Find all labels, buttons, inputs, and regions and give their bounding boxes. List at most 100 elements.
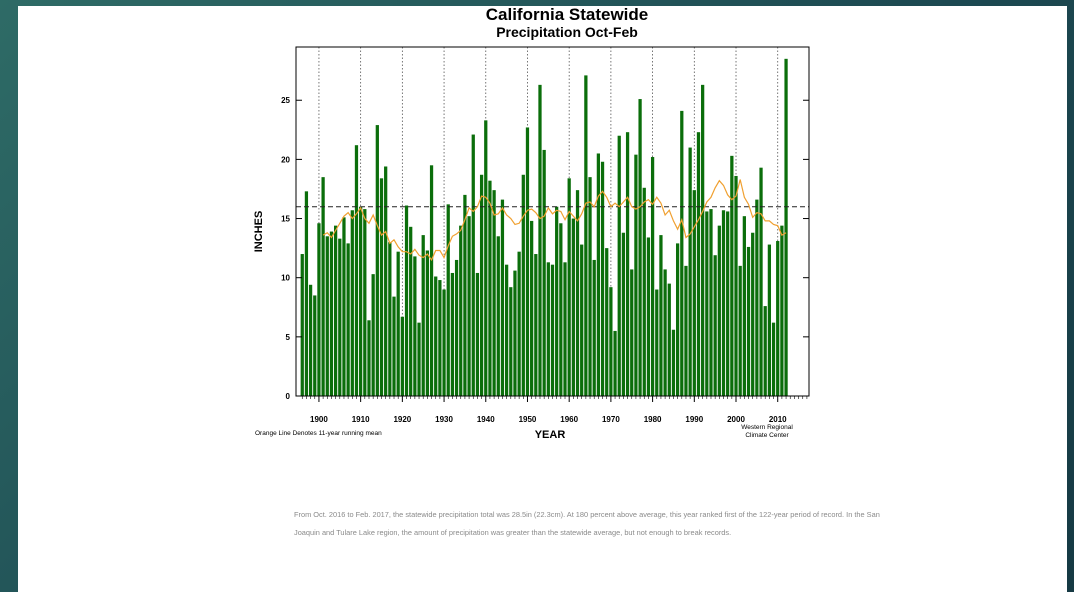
bar-1984 [667,283,671,396]
bar-1928 [434,276,438,396]
bar-1983 [663,269,667,396]
bar-2008 [767,244,772,396]
x-tick-label-2010: 2010 [769,415,787,424]
bar-1934 [459,225,463,396]
chart-title: California Statewide [486,6,648,24]
bar-1951 [530,220,534,396]
bar-2009 [771,322,776,396]
bar-1992 [701,84,705,396]
y-tick-label-5: 5 [286,333,291,342]
bar-1926 [425,250,430,396]
bar-1975 [630,269,634,396]
y-tick-label-20: 20 [281,155,290,164]
bar-1986 [675,243,680,396]
bar-1950 [525,127,530,397]
bar-2002 [742,216,746,396]
bar-2003 [746,246,751,396]
content-panel: California Statewide Precipitation Oct-F… [18,6,1067,592]
bar-1968 [600,161,605,396]
x-axis-label: YEAR [535,429,566,441]
credit-line-1: Western Regional [741,424,793,431]
bar-1913 [371,274,375,396]
running-mean-line [322,179,787,262]
x-tick-label-1960: 1960 [560,415,578,424]
bar-1982 [659,235,663,396]
bar-1935 [463,194,467,396]
bar-1922 [409,226,413,396]
bar-1932 [450,272,455,396]
bar-1897 [304,191,309,396]
y-tick-label-15: 15 [281,215,290,224]
bar-2012 [784,58,788,397]
chart-subtitle: Precipitation Oct-Feb [496,24,638,40]
bar-1936 [467,216,471,396]
x-tick-label-1950: 1950 [519,415,537,424]
bar-1958 [559,223,563,396]
bar-1925 [421,235,425,396]
bar-1901 [321,177,325,396]
bar-1955 [546,262,550,396]
bar-1912 [367,320,371,396]
bar-1902 [325,236,329,396]
bar-1977 [638,99,642,397]
y-axis-label: INCHES [253,211,265,253]
y-tick-label-25: 25 [281,96,290,105]
bar-1976 [634,154,638,396]
bar-1923 [413,256,417,396]
bar-1953 [538,84,542,396]
bar-1954 [542,149,546,396]
bar-1964 [584,75,588,396]
bar-1969 [605,248,609,396]
bar-1974 [625,132,630,396]
bar-1991 [696,132,701,396]
bar-1898 [308,284,313,396]
bar-1959 [563,262,567,396]
bar-1962 [575,190,580,396]
bar-1919 [396,251,400,396]
bar-1988 [684,265,688,396]
bar-1998 [726,211,730,396]
bar-1910 [359,206,363,396]
bar-1993 [705,211,709,396]
bar-2004 [751,232,755,396]
bar-2011 [780,225,784,396]
bar-1978 [642,187,646,396]
bar-1996 [717,225,721,396]
bar-1920 [400,316,404,396]
bar-1952 [534,254,538,396]
x-tick-label-1940: 1940 [477,415,495,424]
bar-1990 [692,190,696,396]
bar-1967 [596,153,601,396]
bar-1947 [513,270,517,396]
x-tick-label-1970: 1970 [602,415,620,424]
bar-1941 [488,180,492,396]
bar-2010 [776,241,780,396]
bar-1963 [580,244,584,396]
bar-1905 [338,238,342,396]
bar-1957 [555,206,559,396]
y-tick-label-10: 10 [281,274,290,283]
bar-1972 [617,135,621,396]
bar-1999 [730,155,734,396]
bar-1899 [313,295,317,396]
bar-1961 [571,218,575,396]
bar-1948 [517,251,521,396]
bar-1960 [567,178,571,396]
bar-1965 [588,177,592,396]
bar-1997 [721,210,726,396]
x-tick-label-1910: 1910 [352,415,370,424]
x-tick-label-1930: 1930 [435,415,453,424]
bar-2006 [759,167,763,396]
bar-1896 [300,254,304,396]
bar-1987 [680,110,684,397]
bar-1938 [475,272,480,396]
x-tick-label-1900: 1900 [310,415,328,424]
bar-1949 [521,174,525,396]
bar-1930 [442,289,446,396]
bar-1915 [379,178,384,396]
credit-line-2: Climate Center [745,432,789,439]
bar-1929 [438,280,442,396]
bar-1970 [609,287,613,396]
bar-1909 [354,145,359,396]
bar-1979 [646,237,651,396]
